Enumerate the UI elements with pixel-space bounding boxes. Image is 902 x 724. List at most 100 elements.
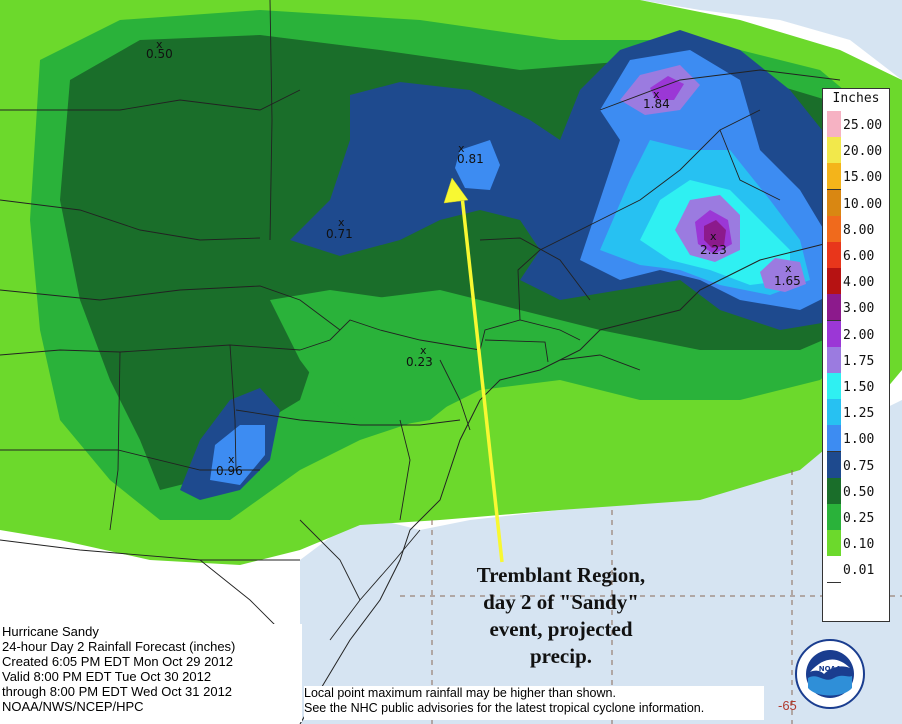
legend-swatch <box>827 530 841 558</box>
point-marker: x <box>458 142 465 155</box>
legend-value: 1.50 <box>843 380 875 395</box>
legend-entry: 4.00 <box>823 268 889 296</box>
legend-value: 3.00 <box>843 301 875 317</box>
storm-number: -65 <box>778 698 797 713</box>
legend-value: 8.00 <box>843 222 875 238</box>
legend-value: 1.25 <box>843 406 875 422</box>
legend-entry: 25.00 <box>823 111 889 138</box>
legend-entry: 1.00 <box>823 425 889 453</box>
info-agency: NOAA/NWS/NCEP/HPC <box>2 699 144 714</box>
point-label-0.23: 0.23 <box>406 355 433 369</box>
legend-entry: 6.00 <box>823 242 889 269</box>
legend-swatch <box>827 556 841 584</box>
legend-swatch <box>827 189 841 217</box>
legend-value: 10.00 <box>843 196 883 212</box>
forecast-info: Hurricane Sandy 24-hour Day 2 Rainfall F… <box>2 624 302 722</box>
legend-entry: 15.00 <box>823 163 889 191</box>
annotation-line-2: day 2 of "Sandy" <box>483 590 639 614</box>
legend-entry: 0.10 <box>823 530 889 558</box>
tremblant-annotation: Tremblant Region, day 2 of "Sandy" event… <box>448 562 674 670</box>
legend-entry: 10.00 <box>823 189 889 217</box>
info-product-title: 24-hour Day 2 Rainfall Forecast (inches) <box>2 639 236 654</box>
info-storm-name: Hurricane Sandy <box>2 624 99 639</box>
color-legend: Inches 25.00 20.00 15.00 10.00 8.00 6.00 4.00 3… <box>822 88 890 622</box>
ocean-area-north <box>640 0 902 80</box>
legend-swatch <box>827 451 841 479</box>
disclaimer-box: Local point maximum rainfall may be high… <box>304 686 764 720</box>
legend-swatch <box>827 477 841 505</box>
contour-1.00-a <box>455 140 500 190</box>
legend-swatch <box>827 215 841 243</box>
legend-value: 4.00 <box>843 275 875 291</box>
legend-swatch <box>827 268 841 296</box>
point-label-0.50: 0.50 <box>146 47 173 61</box>
point-label-1.65: 1.65 <box>774 274 801 288</box>
legend-entry: 1.25 <box>823 399 889 427</box>
annotation-line-1: Tremblant Region, <box>476 563 646 587</box>
legend-entry: 0.01 <box>823 556 889 584</box>
legend-swatch <box>827 373 841 400</box>
legend-value: 0.10 <box>843 537 875 553</box>
point-maxima: x 0.50 x 1.84 x 0.81 x 0.71 x 2.23 x 1.6… <box>146 38 801 478</box>
legend-entry: 20.00 <box>823 137 889 165</box>
point-label-0.81: 0.81 <box>457 152 484 166</box>
legend-swatch <box>827 346 841 374</box>
legend-entry: 8.00 <box>823 215 889 243</box>
legend-entry: 2.00 <box>823 320 889 348</box>
contour-0.25-inner <box>270 290 500 430</box>
point-label-2.23: 2.23 <box>700 243 727 257</box>
legend-value: 0.25 <box>843 511 875 526</box>
point-marker: x <box>156 38 163 51</box>
noaa-logo-text: NOAA <box>819 665 842 673</box>
point-label-1.84: 1.84 <box>643 97 670 111</box>
boundary-lines <box>0 0 841 641</box>
legend-swatch <box>827 425 841 453</box>
legend-entry: 1.50 <box>823 373 889 400</box>
legend-value: 0.50 <box>843 484 875 500</box>
legend-entry: 3.00 <box>823 294 889 322</box>
disclaimer-line-1: Local point maximum rainfall may be high… <box>304 686 616 700</box>
legend-swatch <box>827 504 841 531</box>
legend-value: 0.75 <box>843 458 875 474</box>
legend-value: 1.75 <box>843 353 875 369</box>
legend-value: 6.00 <box>843 249 875 264</box>
legend-value: 2.00 <box>843 327 875 343</box>
point-marker: x <box>785 262 792 275</box>
contour-1.75-c <box>760 258 806 292</box>
point-marker: x <box>420 344 427 357</box>
coastline <box>299 229 881 724</box>
legend-value: 0.01 <box>843 563 875 579</box>
legend-swatch <box>827 111 841 138</box>
legend-swatch <box>827 399 841 427</box>
legend-swatch <box>827 163 841 191</box>
legend-value: 20.00 <box>843 144 883 160</box>
info-created-time: Created 6:05 PM EDT Mon Oct 29 2012 <box>2 654 233 669</box>
legend-entry: 0.50 <box>823 477 889 505</box>
info-valid-start: Valid 8:00 PM EDT Tue Oct 30 2012 <box>2 669 212 684</box>
point-label-0.71: 0.71 <box>326 227 353 241</box>
legend-swatch <box>827 320 841 348</box>
legend-swatch <box>827 242 841 269</box>
annotation-line-3: event, projected <box>489 617 633 641</box>
legend-entry: 1.75 <box>823 346 889 374</box>
annotation-line-4: precip. <box>529 644 593 668</box>
noaa-logo: NOAA <box>795 639 865 709</box>
legend-value: 1.00 <box>843 432 875 448</box>
legend-value: 15.00 <box>843 170 883 186</box>
point-marker: x <box>653 88 660 101</box>
point-marker: x <box>228 453 235 466</box>
annotation-arrow <box>443 177 504 563</box>
legend-swatch <box>827 294 841 322</box>
contour-3.00 <box>704 220 726 248</box>
legend-value: 25.00 <box>843 118 883 133</box>
legend-title: Inches <box>832 91 880 106</box>
legend-swatch <box>827 137 841 165</box>
legend-entry: 0.25 <box>823 504 889 531</box>
disclaimer-line-2: See the NHC public advisories for the la… <box>304 701 705 715</box>
legend-entry: 0.75 <box>823 451 889 479</box>
point-marker: x <box>338 216 345 229</box>
info-valid-end: through 8:00 PM EDT Wed Oct 31 2012 <box>2 684 233 699</box>
point-marker: x <box>710 230 717 243</box>
